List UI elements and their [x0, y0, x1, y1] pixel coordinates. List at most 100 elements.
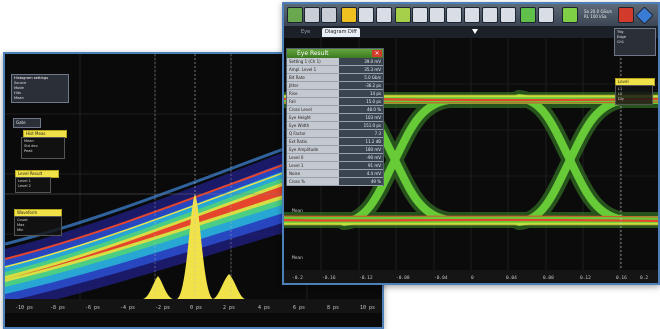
- panel-line: Min: [17, 228, 24, 232]
- histogram-settings-panel[interactable]: Histogram settings Source Mode Hits Mean: [11, 74, 69, 103]
- eye-result-row[interactable]: Eye Height 103 mV: [287, 114, 383, 122]
- x-tick: -0.2: [292, 275, 303, 281]
- toolbar: Sa 20.0 GSa/s RL 100 kSa: [284, 4, 658, 26]
- x-tick: 6 ps: [293, 305, 305, 311]
- panel-line: Mean: [14, 96, 24, 100]
- eye-result-value: 49 %: [339, 178, 383, 185]
- x-tick: -0.04: [434, 275, 448, 281]
- eye-result-row[interactable]: Eye Amplitude 180 mV: [287, 146, 383, 154]
- zoom-icon[interactable]: [358, 7, 374, 23]
- save-icon[interactable]: [304, 7, 320, 23]
- panel-line: Max: [17, 223, 25, 227]
- mask-icon[interactable]: [446, 7, 462, 23]
- protocol-icon[interactable]: [500, 7, 516, 23]
- eye-result-value: 4.4 mV: [339, 170, 383, 177]
- x-tick: 0: [471, 275, 474, 281]
- eye-result-value: 11.2 dB: [339, 138, 383, 145]
- tab-diagram-diff[interactable]: Diagram Diff: [322, 28, 360, 37]
- eye-result-label: Eye Height: [287, 114, 339, 121]
- eye-result-label: Q Factor: [287, 130, 339, 137]
- x-tick: 0.08: [543, 275, 554, 281]
- panel-line: Count: [17, 218, 28, 222]
- x-tick: 0 ps: [190, 305, 202, 311]
- eye-result-value: 180 mV: [339, 146, 383, 153]
- eye-result-row[interactable]: Ampl. Level 1 35.3 mV: [287, 66, 383, 74]
- eye-result-row[interactable]: Bit Rate 5.0 Gb/s: [287, 74, 383, 82]
- home-icon[interactable]: [287, 7, 303, 23]
- eye-result-panel[interactable]: Eye Result × Setting 1 (Ch 1) 39.0 mV Ampl…: [286, 48, 384, 186]
- eye-result-label: Bit Rate: [287, 74, 339, 81]
- eye-result-value: 103 mV: [339, 114, 383, 121]
- run-icon[interactable]: [341, 7, 357, 23]
- eye-result-row[interactable]: Ext Ratio 11.2 dB: [287, 138, 383, 146]
- eye-result-row[interactable]: Jitter -36.2 ps: [287, 82, 383, 90]
- eye-result-value: -36.2 ps: [339, 82, 383, 89]
- x-tick: -8 ps: [50, 305, 65, 311]
- x-tick: 8 ps: [327, 305, 339, 311]
- tab-bar: Eye Diagram Diff: [284, 26, 658, 38]
- marker-label: Mean: [292, 255, 303, 261]
- eye-result-row[interactable]: Cross % 49 %: [287, 178, 383, 186]
- ref-icon[interactable]: [429, 7, 445, 23]
- panel-line: Hits: [14, 91, 21, 95]
- stop-icon[interactable]: [618, 7, 634, 23]
- trigger-marker-icon: [472, 29, 478, 34]
- eye-result-label: Level 0: [287, 154, 339, 161]
- eye-diagram-window: Sa 20.0 GSa/s RL 100 kSa Eye Diagram Dif…: [282, 2, 660, 285]
- math-icon[interactable]: [412, 7, 428, 23]
- eye-result-titlebar[interactable]: Eye Result ×: [287, 49, 383, 58]
- eye-result-label: Cross Level: [287, 106, 339, 113]
- eye-result-row[interactable]: Noise 4.4 mV: [287, 170, 383, 178]
- eye-result-value: 91 mV: [339, 162, 383, 169]
- panel-line: Mean: [24, 139, 34, 143]
- eye-result-row[interactable]: Level 1 91 mV: [287, 162, 383, 170]
- eye-result-label: Ampl. Level 1: [287, 66, 339, 73]
- x-tick: 0.12: [580, 275, 591, 281]
- x-axis-ticks: -10 ps -8 ps -6 ps -4 ps -2 ps 0 ps 2 ps…: [15, 305, 375, 311]
- eye-result-title: Eye Result: [297, 50, 329, 57]
- x-tick: -0.12: [359, 275, 373, 281]
- eye-result-label: Eye Amplitude: [287, 146, 339, 153]
- menu-diamond-icon[interactable]: [635, 6, 654, 25]
- eye-result-label: Setting 1 (Ch 1): [287, 58, 339, 65]
- cursor-icon[interactable]: [376, 7, 392, 23]
- eye-result-value: 151.0 ps: [339, 122, 383, 129]
- eye-result-row[interactable]: Setting 1 (Ch 1) 39.0 mV: [287, 58, 383, 66]
- histogram-peaks: [5, 54, 382, 299]
- settings-icon[interactable]: [538, 7, 554, 23]
- close-icon[interactable]: ×: [372, 50, 382, 57]
- eye-result-value: 14 ps: [339, 90, 383, 97]
- eye-result-label: Ext Ratio: [287, 138, 339, 145]
- eye-result-row[interactable]: Q Factor 7.3: [287, 130, 383, 138]
- level-tag-body: L1 L0 Dly: [615, 85, 653, 105]
- eye-result-label: Jitter: [287, 82, 339, 89]
- eye-result-row[interactable]: Level 0 -90 mV: [287, 154, 383, 162]
- signal-icon[interactable]: [562, 7, 578, 23]
- x-tick: 4 ps: [258, 305, 270, 311]
- panel-line: Level 1: [18, 179, 31, 183]
- status-readout: Sa 20.0 GSa/s RL 100 kSa: [584, 9, 612, 19]
- tab-eye[interactable]: Eye: [301, 29, 311, 35]
- panel-title: Histogram settings: [14, 76, 49, 80]
- fft-icon[interactable]: [464, 7, 480, 23]
- eye-result-row[interactable]: Eye Width 151.0 ps: [287, 122, 383, 130]
- x-tick: -4 ps: [120, 305, 135, 311]
- measure-icon[interactable]: [395, 7, 411, 23]
- panel-line: Edge: [617, 35, 627, 39]
- panel-line: Std dev: [24, 144, 38, 148]
- level-result-body: Level 1 Level 2: [15, 177, 51, 193]
- eye-result-value: 15.0 ps: [339, 98, 383, 105]
- x-tick: 0.2: [640, 275, 648, 281]
- panel-line: Ch1: [617, 40, 625, 44]
- waveform-body: Count Max Min: [14, 216, 62, 236]
- x-tick: 0.04: [506, 275, 517, 281]
- x-tick: -2 ps: [155, 305, 170, 311]
- eye-icon[interactable]: [482, 7, 498, 23]
- trigger-info-panel[interactable]: Trig Edge Ch1: [614, 28, 656, 56]
- history-icon[interactable]: [520, 7, 536, 23]
- eye-result-row[interactable]: Fall 15.0 ps: [287, 98, 383, 106]
- eye-result-value: 35.3 mV: [339, 66, 383, 73]
- undo-icon[interactable]: [321, 7, 337, 23]
- eye-result-row[interactable]: Rise 14 ps: [287, 90, 383, 98]
- eye-result-row[interactable]: Cross Level 48.0 %: [287, 106, 383, 114]
